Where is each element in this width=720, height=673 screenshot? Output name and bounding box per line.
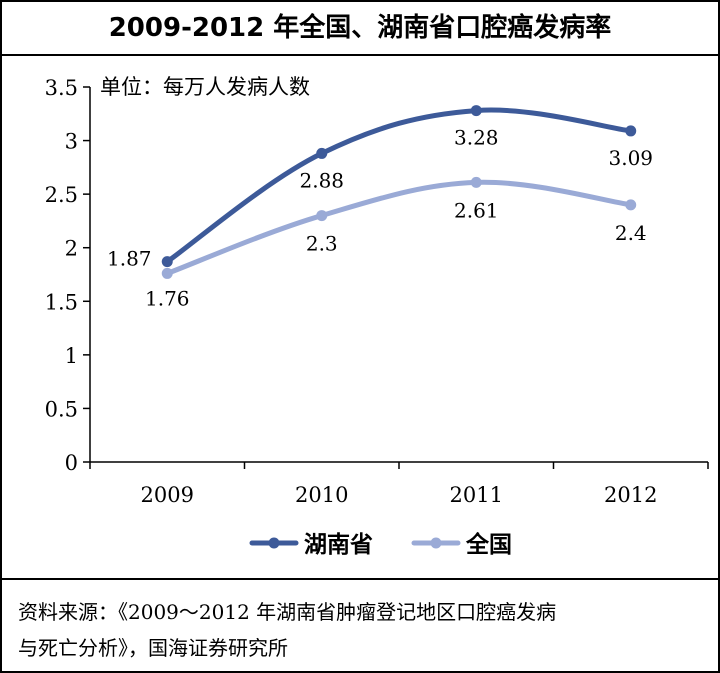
y-tick-label: 1.5 [45, 290, 78, 314]
data-point [161, 256, 173, 268]
axes: 0 0.5 1 1.5 2 2.5 3 3.5 2009 2010 2011 2012 [45, 76, 709, 507]
data-point [625, 125, 637, 137]
data-label: 1.76 [145, 286, 190, 310]
data-point [161, 267, 173, 279]
data-label: 3.28 [454, 126, 499, 150]
y-tick-label: 2 [65, 237, 78, 261]
data-label: 2.4 [615, 221, 647, 245]
y-tick-label: 0 [65, 451, 78, 475]
legend-label: 全国 [465, 531, 512, 558]
unit-note: 单位：每万人发病人数 [100, 75, 310, 99]
y-tick-label: 0.5 [45, 397, 78, 421]
data-label: 2.3 [306, 232, 338, 256]
y-tick-label: 3 [65, 130, 78, 154]
series-line-0 [164, 107, 634, 265]
data-point [470, 176, 482, 188]
data-point [625, 199, 637, 211]
x-tick-label: 2009 [141, 483, 194, 507]
legend-label: 湖南省 [304, 532, 373, 558]
data-point [316, 147, 328, 159]
y-tick-label: 3.5 [45, 76, 78, 100]
series-layer: 1.76 2.3 2.61 2.4 1.87 2.88 3.28 3.09 [107, 105, 653, 310]
source-note: 资料来源：《2009～2012 年湖南省肿瘤登记地区口腔癌发病 与死亡分析》，国… [2, 578, 718, 671]
y-tick-label: 2.5 [45, 183, 78, 207]
series-line-1 [164, 179, 634, 276]
x-tick-label: 2012 [604, 483, 657, 507]
data-point [316, 210, 328, 222]
y-tick-label: 1 [65, 344, 78, 368]
legend: 湖南省 全国 [249, 531, 512, 558]
data-label: 2.61 [454, 198, 499, 222]
line-chart: 单位：每万人发病人数 0 0.5 1 1.5 2 2.5 3 3.5 2009 2010 2011 2… [45, 75, 709, 558]
source-line-2: 与死亡分析》，国海证券研究所 [18, 636, 288, 660]
source-line-1: 资料来源：《2009～2012 年湖南省肿瘤登记地区口腔癌发病 [18, 600, 557, 624]
data-label: 1.87 [107, 247, 152, 271]
data-point [470, 105, 482, 117]
x-tick-label: 2010 [295, 483, 348, 507]
legend-swatch-marker [430, 537, 442, 549]
data-label: 2.88 [299, 168, 344, 192]
chart-title: 2009-2012 年全国、湖南省口腔癌发病率 [2, 2, 718, 56]
data-label: 3.09 [608, 146, 653, 170]
x-tick-label: 2011 [450, 483, 503, 507]
legend-swatch-marker [268, 537, 280, 549]
